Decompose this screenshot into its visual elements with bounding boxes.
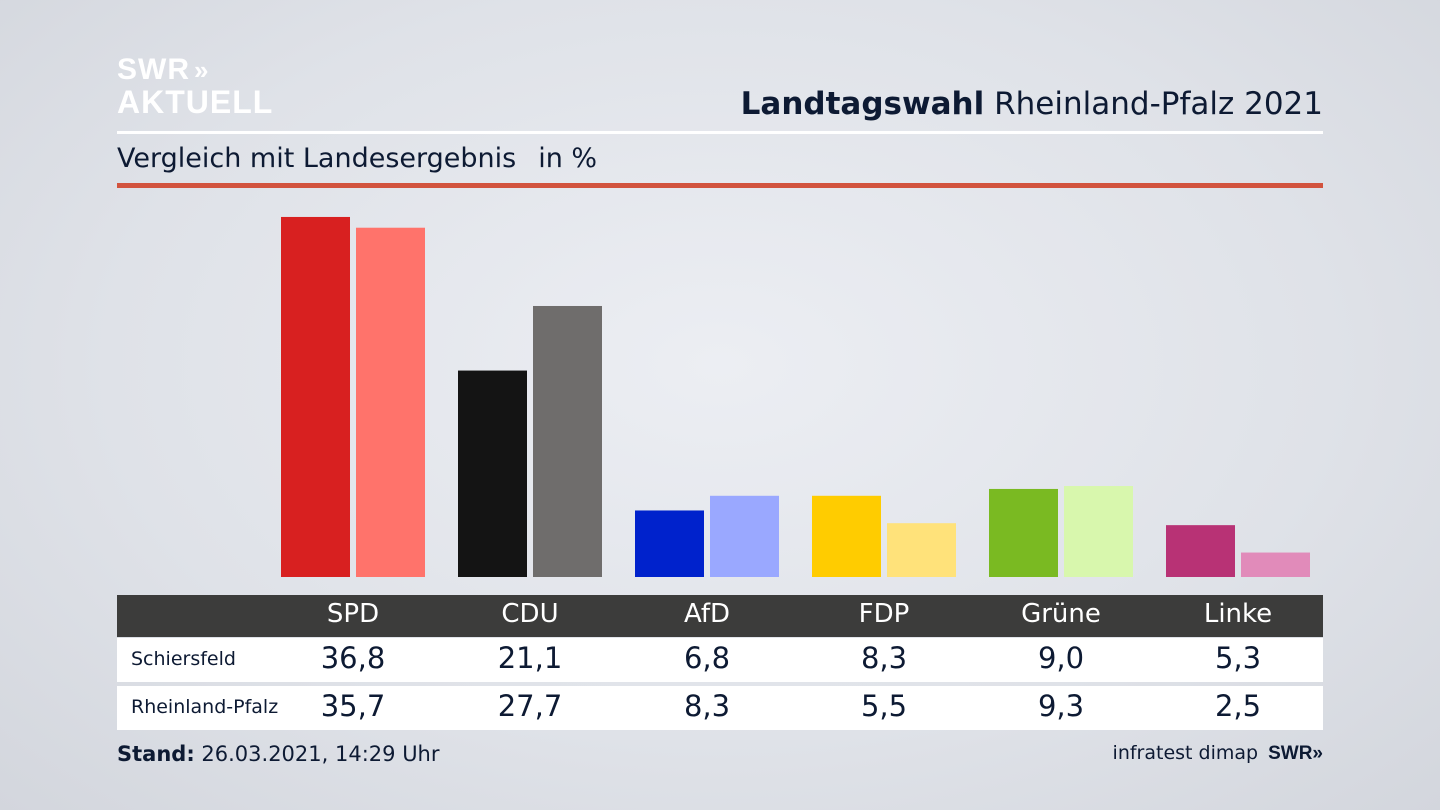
bar-spd-schiersfeld <box>281 216 350 577</box>
value-gr-ne-rheinland-pfalz: 9,3 <box>1037 689 1085 723</box>
title-rest: Rheinland-Pfalz 2021 <box>994 86 1323 122</box>
bar-gr-ne-rheinland-pfalz <box>1064 486 1133 577</box>
value-spd-schiersfeld: 36,8 <box>320 641 386 675</box>
value-fdp-schiersfeld: 8,3 <box>860 641 908 675</box>
subtitle-unit: in % <box>538 143 598 174</box>
bar-linke-schiersfeld <box>1166 525 1235 577</box>
table-header: SPD CDU AfD FDP Grüne Linke <box>117 595 1323 637</box>
category-label-linke: Linke <box>1203 599 1273 629</box>
value-afd-rheinland-pfalz: 8,3 <box>683 689 731 723</box>
subtitle-text: Vergleich mit Landesergebnis <box>117 143 517 174</box>
category-label-spd: SPD <box>326 599 380 629</box>
value-cdu-schiersfeld: 21,1 <box>497 641 563 675</box>
stand-value: 26.03.2021, 14:29 Uhr <box>201 742 440 766</box>
bar-spd-rheinland-pfalz <box>356 227 425 577</box>
value-fdp-rheinland-pfalz: 5,5 <box>860 689 908 723</box>
bar-chart <box>281 216 1310 577</box>
chart-subtitle: Vergleich mit Landesergebnis in % <box>117 143 597 174</box>
bar-gr-ne-schiersfeld <box>989 488 1058 577</box>
value-linke-schiersfeld: 5,3 <box>1214 641 1262 675</box>
row-label: Schiersfeld <box>131 648 236 670</box>
bar-cdu-schiersfeld <box>458 370 527 577</box>
row-label: Rheinland-Pfalz <box>131 696 279 718</box>
table-row-rheinland-pfalz: Rheinland-Pfalz 35,7 27,7 8,3 5,5 9,3 2,5 <box>117 686 1323 730</box>
source-credit: infratest dimap SWR» <box>1113 742 1323 765</box>
stand-label: Stand: <box>117 742 195 766</box>
bar-fdp-schiersfeld <box>812 495 881 577</box>
value-cdu-rheinland-pfalz: 27,7 <box>497 689 563 723</box>
value-afd-schiersfeld: 6,8 <box>683 641 731 675</box>
category-label-cdu: CDU <box>501 599 559 629</box>
category-label-fdp: FDP <box>858 599 910 629</box>
bar-afd-rheinland-pfalz <box>710 495 779 577</box>
title-bold: Landtagswahl <box>740 86 985 122</box>
source-name: infratest dimap <box>1112 742 1259 764</box>
bar-afd-schiersfeld <box>635 510 704 577</box>
logo-line2: AKTUELL <box>117 84 274 120</box>
value-linke-rheinland-pfalz: 2,5 <box>1214 689 1262 723</box>
category-label-gr-ne: Grüne <box>1021 599 1101 629</box>
value-gr-ne-schiersfeld: 9,0 <box>1037 641 1085 675</box>
swr-brand-logo: SWR» <box>1268 743 1323 764</box>
page-title: Landtagswahl Rheinland-Pfalz 2021 <box>741 86 1323 122</box>
category-label-afd: AfD <box>683 599 731 629</box>
bar-cdu-rheinland-pfalz <box>533 305 602 577</box>
logo-line1: SWR <box>117 53 190 86</box>
value-spd-rheinland-pfalz: 35,7 <box>320 689 386 723</box>
accent-divider <box>117 183 1323 188</box>
table-row-schiersfeld: Schiersfeld 36,8 21,1 6,8 8,3 9,0 5,3 <box>117 638 1323 682</box>
bar-linke-rheinland-pfalz <box>1241 552 1310 577</box>
bar-fdp-rheinland-pfalz <box>887 523 956 577</box>
timestamp: Stand: 26.03.2021, 14:29 Uhr <box>117 742 440 766</box>
swr-aktuell-logo: SWR» AKTUELL <box>117 53 274 120</box>
header-divider <box>117 131 1323 134</box>
